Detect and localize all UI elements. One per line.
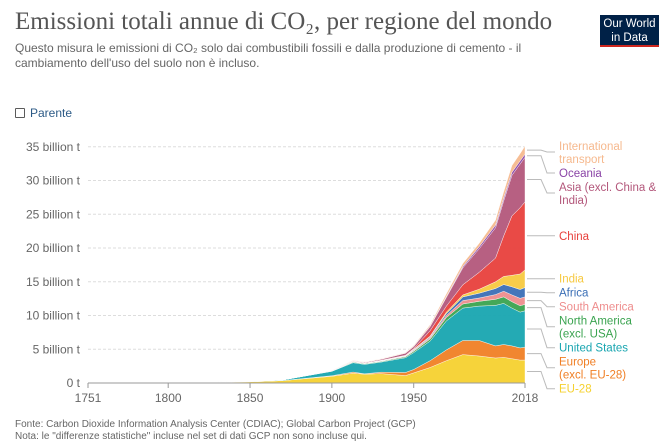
area-eu-28 (87, 354, 526, 384)
legend-label-line: China (559, 231, 590, 243)
x-tick-label: 1800 (155, 391, 182, 405)
legend-label-line: India) (559, 195, 588, 207)
logo-line-1: Our World (603, 18, 656, 30)
footer-notes: Fonte: Carbon Dioxide Information Analys… (15, 419, 416, 443)
legend-label-line: (excl. USA) (559, 329, 617, 341)
legend-label: China (559, 231, 590, 243)
legend-label-line: South America (559, 302, 634, 314)
relative-label: Parente (30, 106, 73, 120)
y-tick-label: 25 billion t (26, 207, 81, 221)
legend-connector (527, 300, 555, 308)
legend-label: United States (559, 343, 628, 355)
legend-label-line: India (559, 274, 585, 286)
x-tick-label: 1751 (75, 391, 102, 405)
legend-label-line: Asia (excl. China & (559, 182, 656, 194)
chart-title: Emissioni totali annue di CO₂, per regio… (15, 8, 553, 35)
x-tick-label: 1850 (237, 391, 264, 405)
legend-label-line: United States (559, 343, 628, 355)
legend-connector (527, 179, 555, 194)
chart-subtitle: Questo misura le emissioni di CO₂ solo d… (15, 41, 522, 70)
area-international-transport (87, 145, 526, 384)
legend-label: Africa (559, 288, 589, 300)
area-series (87, 145, 526, 384)
legend-label-line: North America (559, 316, 632, 328)
legend-label: International transport (559, 141, 622, 166)
legend-label-line: transport (559, 154, 605, 166)
legend-label: EU-28 (559, 384, 592, 396)
legend-label: South America (559, 302, 634, 314)
y-tick-label: 15 billion t (26, 275, 81, 289)
legend-label: North America (excl. USA) (559, 316, 632, 341)
x-tick-label: 1950 (400, 391, 427, 405)
legend-label-line: Europe (559, 357, 596, 369)
x-tick-label: 2018 (512, 391, 539, 405)
axes: 0 t 5 billion t 10 billion t 15 billion t 20… (26, 140, 539, 405)
legend-label-line: Africa (559, 288, 589, 300)
legend-connector (527, 371, 555, 390)
y-tick-label: 5 billion t (33, 342, 81, 356)
legend-connector (527, 328, 555, 349)
legend-connector (527, 291, 555, 294)
legend-label: India (559, 274, 585, 286)
legend-label-line: International (559, 141, 622, 153)
legend-label: Europe (excl. EU-28) (559, 357, 626, 382)
y-tick-label: 0 t (67, 376, 81, 390)
y-tick-label: 30 billion t (26, 174, 81, 188)
legend-label-line: Oceania (559, 168, 602, 180)
legend-connector (527, 155, 555, 174)
relative-checkbox[interactable] (15, 108, 25, 118)
legend-connector (527, 353, 555, 369)
y-tick-label: 10 billion t (26, 309, 81, 323)
relative-toggle[interactable]: Parente (15, 106, 72, 120)
legend: International transport Oceania Asia (excl.… (527, 141, 656, 396)
legend-label: Asia (excl. China & India) (559, 182, 656, 207)
legend-connector (527, 149, 555, 153)
logo-accent-bar (600, 45, 659, 47)
legend-label-line: (excl. EU-28) (559, 370, 626, 382)
x-tick-label: 1900 (319, 391, 346, 405)
note-text: Nota: le "differenze statistiche" inclus… (15, 431, 367, 442)
legend-label-line: EU-28 (559, 384, 592, 396)
y-tick-label: 35 billion t (26, 140, 81, 154)
legend-connector (527, 307, 555, 328)
owid-logo[interactable]: Our World in Data (600, 15, 659, 47)
legend-label: Oceania (559, 168, 602, 180)
logo-line-2: in Data (611, 32, 648, 44)
y-tick-label: 20 billion t (26, 241, 81, 255)
grid-lines (88, 146, 525, 350)
source-text[interactable]: Fonte: Carbon Dioxide Information Analys… (15, 419, 416, 430)
